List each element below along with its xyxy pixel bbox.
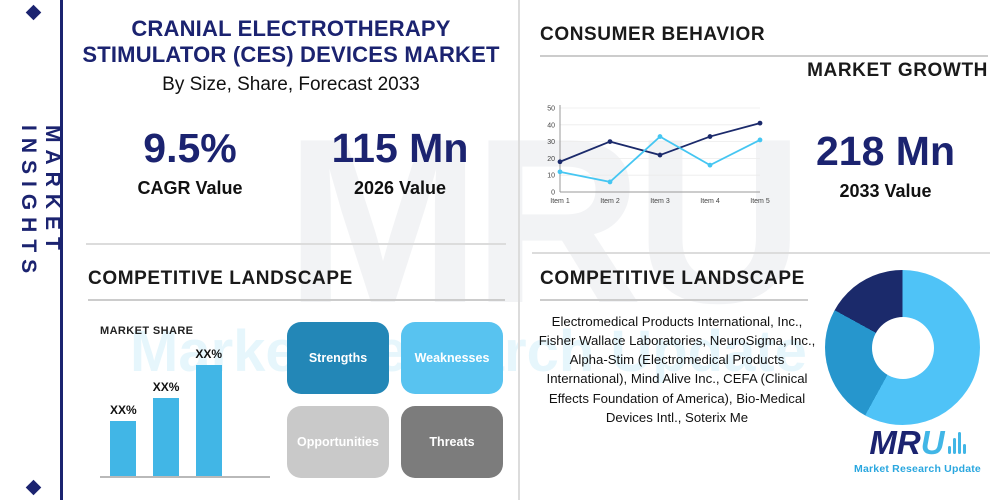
mru-logo: MRU Market Research Update [840, 424, 995, 475]
company-share-donut-chart [825, 270, 980, 425]
consumer-behavior-heading: CONSUMER BEHAVIOR [540, 24, 988, 57]
value-2033-stat: 218 Mn 2033 Value [788, 128, 983, 202]
market-share-bar: XX% [195, 347, 222, 476]
market-share-bar-chart: XX% XX% XX% [100, 342, 270, 478]
page-title-line2: STIMULATOR (CES) DEVICES MARKET [82, 41, 500, 67]
page-subtitle: By Size, Share, Forecast 2033 [162, 74, 420, 95]
logo-wave-icon [947, 432, 966, 454]
logo-subtitle: Market Research Update [854, 463, 981, 475]
cagr-value: 9.5% [143, 125, 237, 171]
market-growth-line-chart: 0 10 20 30 40 50 Item 1 Item 2 Item 3 Item 4 Item … [547, 105, 770, 205]
svg-text:Item 1: Item 1 [550, 198, 570, 205]
logo-text-u: U [920, 424, 945, 461]
svg-text:20: 20 [547, 156, 555, 163]
svg-text:Item 4: Item 4 [700, 198, 720, 205]
swot-threats-tile: Threats [401, 406, 503, 478]
market-share-title: MARKET SHARE [100, 325, 194, 337]
value-2033: 218 Mn [816, 128, 955, 174]
vertical-market-insights-label: MARKET INSIGHTS [17, 125, 64, 281]
value-2026: 115 Mn [331, 125, 469, 171]
svg-text:10: 10 [547, 173, 555, 180]
swot-weaknesses-tile: Weaknesses [401, 322, 503, 394]
left-vertical-rule [60, 0, 63, 500]
page-title-line1: CRANIAL ELECTROTHERAPY [131, 16, 451, 41]
page-title: CRANIAL ELECTROTHERAPY STIMULATOR (CES) … [76, 16, 506, 68]
swot-opportunities-tile: Opportunities [287, 406, 389, 478]
svg-text:Item 5: Item 5 [750, 198, 770, 205]
svg-text:Item 2: Item 2 [600, 198, 620, 205]
bar-value-label: XX% [110, 403, 137, 417]
label-2026: 2026 Value [353, 178, 447, 198]
bar-value-label: XX% [195, 347, 223, 361]
label-2033: 2033 Value [839, 181, 932, 201]
donut-hole [871, 316, 934, 379]
logo-text-mr: MR [869, 424, 921, 461]
market-share-bar: XX% [152, 380, 180, 476]
cagr-label: CAGR Value [137, 178, 243, 198]
market-growth-heading: MARKET GROWTH [807, 60, 988, 81]
svg-text:0: 0 [551, 190, 555, 197]
svg-text:Item 3: Item 3 [650, 198, 670, 205]
bar-value-label: XX% [152, 380, 180, 394]
left-horizontal-divider [86, 243, 506, 245]
diamond-ornament-bottom [25, 479, 42, 496]
watermark-mru: MRU [285, 89, 804, 352]
cagr-stat: 9.5% CAGR Value [95, 125, 285, 199]
value-2026-stat: 115 Mn 2026 Value [300, 125, 500, 199]
swot-grid: Strengths Weaknesses Opportunities Threa… [287, 322, 503, 478]
svg-text:30: 30 [547, 139, 555, 146]
svg-text:40: 40 [547, 122, 555, 129]
swot-strengths-tile: Strengths [287, 322, 389, 394]
diamond-ornament-top [25, 4, 42, 21]
market-share-bar: XX% [110, 403, 137, 476]
center-vertical-divider [518, 0, 520, 500]
company-list: Electromedical Products International, I… [538, 314, 816, 425]
right-horizontal-divider [532, 252, 990, 254]
svg-text:50: 50 [547, 106, 555, 113]
competitive-landscape-left-heading: COMPETITIVE LANDSCAPE [88, 268, 505, 301]
competitive-landscape-right-heading: COMPETITIVE LANDSCAPE [540, 268, 808, 301]
